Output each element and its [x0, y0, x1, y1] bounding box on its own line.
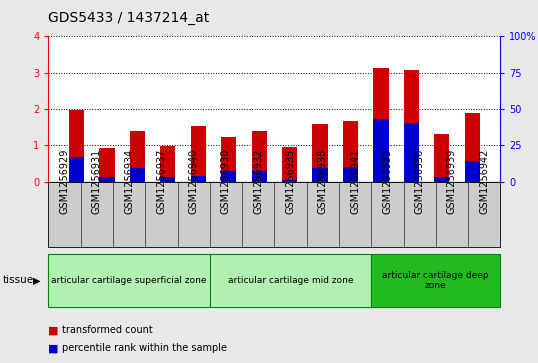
- Bar: [434, 134, 449, 182]
- Text: GSM1256935: GSM1256935: [286, 149, 295, 214]
- Bar: [252, 171, 267, 182]
- Text: GSM1256941: GSM1256941: [350, 149, 360, 214]
- Bar: [130, 168, 145, 182]
- Text: GSM1256934: GSM1256934: [124, 149, 134, 214]
- Text: GSM1256937: GSM1256937: [157, 149, 166, 214]
- Bar: [343, 121, 358, 182]
- Text: GSM1256933: GSM1256933: [383, 149, 392, 214]
- Bar: [404, 123, 419, 182]
- Text: articular cartilage deep
zone: articular cartilage deep zone: [383, 271, 489, 290]
- Bar: [160, 177, 175, 182]
- Text: GSM1256942: GSM1256942: [479, 149, 489, 214]
- Text: articular cartilage superficial zone: articular cartilage superficial zone: [51, 276, 207, 285]
- Bar: [190, 126, 206, 182]
- Bar: [160, 146, 175, 182]
- Text: GSM1256940: GSM1256940: [189, 149, 199, 214]
- Bar: [69, 157, 84, 182]
- Bar: [465, 161, 480, 182]
- Bar: [373, 68, 388, 182]
- Bar: [221, 171, 236, 182]
- Text: GSM1256936: GSM1256936: [415, 149, 424, 214]
- Text: GSM1256930: GSM1256930: [221, 149, 231, 214]
- Bar: [221, 137, 236, 182]
- Bar: [252, 131, 267, 182]
- Text: tissue: tissue: [3, 276, 34, 285]
- Text: GDS5433 / 1437214_at: GDS5433 / 1437214_at: [48, 11, 210, 25]
- Bar: [100, 148, 115, 182]
- Text: ■: ■: [48, 343, 59, 354]
- Text: percentile rank within the sample: percentile rank within the sample: [62, 343, 227, 354]
- Text: GSM1256932: GSM1256932: [253, 149, 263, 214]
- Text: ▶: ▶: [33, 276, 41, 285]
- Text: articular cartilage mid zone: articular cartilage mid zone: [228, 276, 353, 285]
- Bar: [434, 177, 449, 182]
- Bar: [69, 110, 84, 182]
- Bar: [190, 176, 206, 182]
- Text: ■: ■: [48, 325, 59, 335]
- Text: GSM1256938: GSM1256938: [318, 149, 328, 214]
- Bar: [282, 180, 297, 182]
- Bar: [343, 167, 358, 182]
- Bar: [100, 177, 115, 182]
- Bar: [313, 168, 328, 182]
- Bar: [313, 124, 328, 182]
- Bar: [130, 131, 145, 182]
- Text: transformed count: transformed count: [62, 325, 153, 335]
- Bar: [282, 147, 297, 182]
- Bar: [373, 119, 388, 182]
- Text: GSM1256931: GSM1256931: [92, 149, 102, 214]
- Bar: [404, 70, 419, 182]
- Bar: [465, 113, 480, 182]
- Text: GSM1256929: GSM1256929: [60, 149, 69, 214]
- Text: GSM1256939: GSM1256939: [447, 149, 457, 214]
